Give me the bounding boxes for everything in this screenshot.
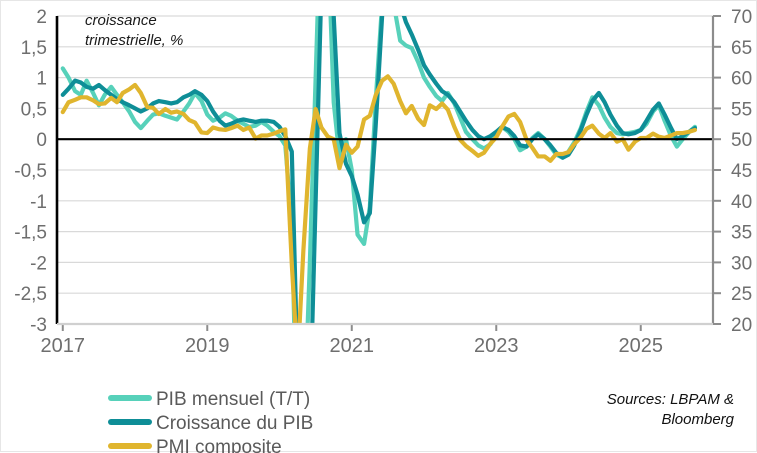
x-axis-tick-label: 2017 xyxy=(41,335,86,357)
left-axis-tick-label: 1,5 xyxy=(21,38,47,59)
x-axis-tick-label: 2025 xyxy=(619,335,664,357)
legend-label-croissance-pib: Croissance du PIB xyxy=(156,413,313,434)
chart-title-line2: trimestrielle, % xyxy=(85,32,183,49)
right-axis-tick-label: 65 xyxy=(731,38,752,59)
left-axis-tick-label: 1 xyxy=(36,69,47,90)
x-axis-tick-label: 2021 xyxy=(330,335,375,357)
right-axis-tick-label: 30 xyxy=(731,253,752,274)
right-axis-tickmarks xyxy=(713,15,721,325)
series-line-croissance-du-pib xyxy=(60,16,698,324)
left-axis-tick-label: -0,5 xyxy=(14,161,47,182)
legend-label-pib-mensuel: PIB mensuel (T/T) xyxy=(156,389,310,410)
left-axis-tick-labels: 2 1,5 1 0,5 0 -0,5 -1 -1,5 -2 -2,5 -3 xyxy=(14,7,47,336)
gridlines-group xyxy=(57,15,713,325)
chart-title-line1: croissance xyxy=(85,12,157,29)
x-axis-tick-labels: 2017 2019 2021 2023 2025 xyxy=(41,324,663,357)
left-axis-tick-label: -2 xyxy=(30,253,47,274)
right-axis-tick-label: 45 xyxy=(731,161,752,182)
x-axis-tick-label: 2023 xyxy=(474,335,519,357)
legend-label-pmi-composite: PMI composite xyxy=(156,437,282,453)
left-axis-tick-label: -1 xyxy=(30,192,47,213)
right-axis-tick-label: 35 xyxy=(731,223,752,244)
right-axis-tick-label: 60 xyxy=(731,69,752,90)
right-axis-tick-label: 50 xyxy=(731,130,752,151)
series-lines-group xyxy=(60,16,698,324)
legend: PIB mensuel (T/T) Croissance du PIB PMI … xyxy=(108,389,313,453)
series-line-pmi-composite xyxy=(60,74,698,324)
x-axis-tick-label: 2019 xyxy=(185,335,230,357)
right-axis-tick-label: 70 xyxy=(731,7,752,28)
right-axis-tick-label: 20 xyxy=(731,315,752,336)
left-axis-tick-label: 2 xyxy=(36,7,47,28)
right-axis-tick-label: 25 xyxy=(731,284,752,305)
right-axis-tick-label: 55 xyxy=(731,99,752,120)
left-axis-tick-label: -2,5 xyxy=(14,284,47,305)
source-note-line2: Bloomberg xyxy=(661,411,734,428)
right-axis-tick-label: 40 xyxy=(731,192,752,213)
source-note-line1: Sources: LBPAM & xyxy=(607,391,734,408)
right-axis-tick-labels: 70 65 60 55 50 45 40 35 30 25 20 xyxy=(731,7,752,336)
left-axis-tick-label: 0,5 xyxy=(21,99,47,120)
left-axis-tick-label: -1,5 xyxy=(14,223,47,244)
left-axis-tick-label: 0 xyxy=(36,130,47,151)
left-axis-tick-label: -3 xyxy=(30,315,47,336)
